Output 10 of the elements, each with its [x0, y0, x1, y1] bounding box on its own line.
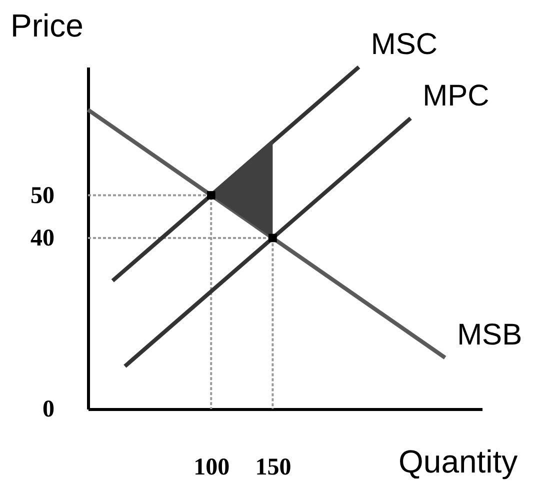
series-label: MSC: [370, 28, 438, 61]
series-label: MPC: [422, 79, 490, 112]
x-tick-label: 150: [255, 454, 292, 480]
y-tick-label: 50: [30, 182, 54, 209]
y-tick-label: 40: [30, 226, 54, 252]
x-axis-title: Quantity: [398, 444, 518, 480]
series-label: MSB: [457, 318, 522, 352]
y-axis-title: Price: [10, 8, 84, 44]
x-tick-label: 100: [194, 454, 230, 480]
y-tick-label: 0: [42, 396, 54, 422]
